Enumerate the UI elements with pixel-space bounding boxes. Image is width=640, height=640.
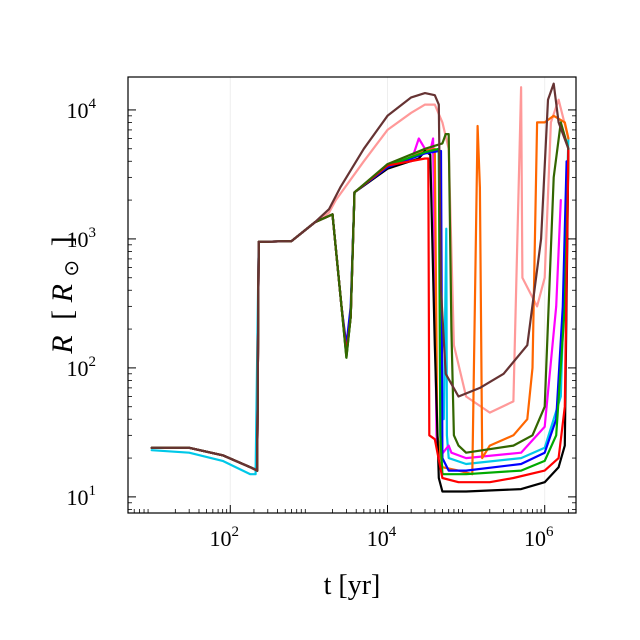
series-layer — [150, 82, 570, 493]
x-tick-exp: 2 — [232, 524, 240, 540]
y-tick-base: 10 — [67, 356, 89, 381]
y-tick-exp: 4 — [89, 96, 97, 112]
x-axis-title: t [yr] — [324, 570, 381, 601]
x-tick-base: 10 — [210, 526, 232, 551]
y-tick-exp: 2 — [89, 354, 97, 370]
y-tick-base: 10 — [67, 98, 89, 123]
x-tick-label: 104 — [367, 524, 397, 551]
y-axis-unit: R — [46, 284, 79, 303]
y-axis-var: R — [46, 335, 79, 354]
y-axis-title: R [ R ⊙ ] — [46, 236, 85, 354]
y-tick-label: 104 — [67, 96, 97, 123]
axis-ticks — [127, 109, 576, 513]
x-tick-base: 10 — [367, 526, 389, 551]
x-tick-label: 106 — [524, 524, 554, 551]
plot-frame — [127, 76, 577, 514]
y-axis-unit-sub: ⊙ — [61, 260, 83, 277]
y-tick-base: 10 — [67, 227, 89, 252]
y-tick-exp: 1 — [89, 483, 97, 499]
x-tick-exp: 6 — [546, 524, 554, 540]
y-tick-label: 101 — [67, 483, 97, 510]
y-tick-exp: 3 — [89, 225, 97, 241]
series-line-10 — [150, 82, 570, 472]
y-tick-label: 102 — [67, 354, 97, 381]
x-tick-exp: 4 — [389, 524, 397, 540]
x-tick-base: 10 — [524, 526, 546, 551]
y-axis-bracket-close: ] — [46, 236, 79, 246]
x-tick-label: 102 — [210, 524, 240, 551]
y-tick-base: 10 — [67, 485, 89, 510]
y-axis-bracket-open: [ — [46, 310, 79, 320]
y-tick-label: 103 — [67, 225, 97, 252]
